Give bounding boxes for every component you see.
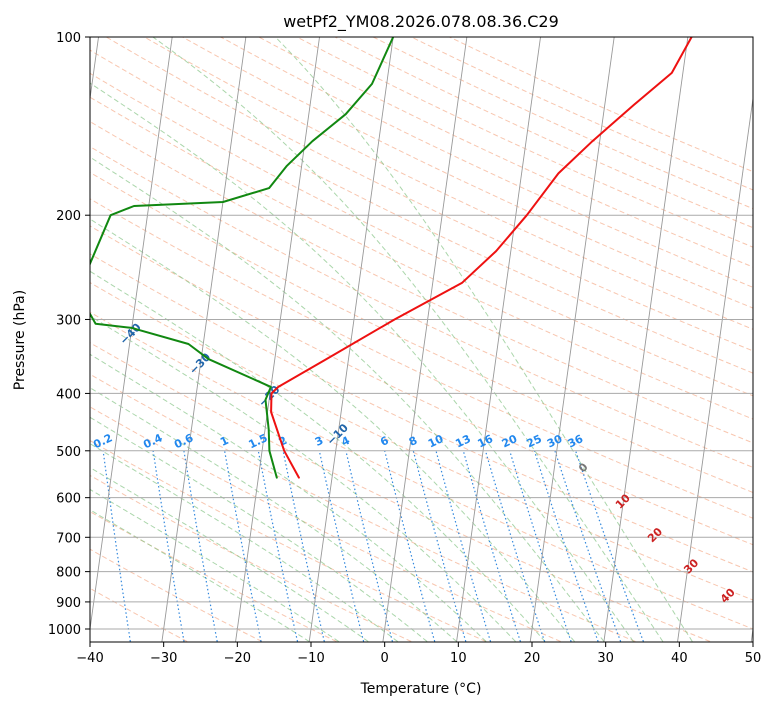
y-tick-label: 800 <box>56 566 81 581</box>
isotherm-line <box>235 37 320 642</box>
mixing-ratio-line <box>152 450 185 642</box>
mixing-ratio-line <box>318 450 365 642</box>
x-tick-label: 30 <box>597 651 614 666</box>
mixing-ratio-line <box>484 450 546 642</box>
dry-adiabat-line <box>296 37 753 248</box>
x-tick-label: 0 <box>381 651 389 666</box>
isotherm-line <box>529 37 615 642</box>
x-tick-label: −30 <box>150 651 177 666</box>
isotherm-line <box>603 37 689 642</box>
isotherm-line <box>90 37 173 633</box>
moist-adiabat-line <box>90 353 487 642</box>
isotherms <box>90 37 753 642</box>
dry-adiabat-line <box>90 121 753 444</box>
moist-adiabat-line <box>90 82 634 642</box>
dry-adiabat-line <box>90 49 753 374</box>
dry-adiabat-line <box>90 474 412 642</box>
dry-adiabat-line <box>372 37 753 210</box>
mixing-ratio-label: 16 <box>476 432 496 450</box>
chart-title: wetPf2_YM08.2026.078.08.36.C29 <box>283 12 559 32</box>
dry-adiabat-line <box>182 37 753 309</box>
mixing-ratio-line <box>183 450 218 642</box>
isotherm-line <box>456 37 541 642</box>
plot-frame <box>89 36 754 643</box>
mixing-ratio-label: 10 <box>426 432 446 450</box>
mixing-ratio-label: 36 <box>566 432 586 450</box>
mixing-ratio-line <box>435 450 492 642</box>
mixing-ratio-line <box>384 450 436 642</box>
x-tick-label: −40 <box>76 651 103 666</box>
mixing-ratio-line <box>412 450 467 642</box>
y-tick-label: 600 <box>56 492 81 507</box>
x-tick-label: 40 <box>671 651 688 666</box>
y-tick-label: 700 <box>56 531 81 546</box>
isotherm-line <box>677 95 753 642</box>
isotherm-line <box>308 37 394 642</box>
dry-adiabat-line <box>144 37 753 330</box>
x-tick-label: −10 <box>297 651 324 666</box>
x-tick-label: 50 <box>745 651 762 666</box>
mixing-ratio-line <box>102 450 131 642</box>
dry-adiabat-line <box>90 146 753 468</box>
y-axis-label: Pressure (hPa) <box>12 290 28 390</box>
x-tick-label: −20 <box>224 651 251 666</box>
x-tick-label: 10 <box>450 651 467 666</box>
profile-temperature <box>270 37 693 479</box>
dry-adiabat-line <box>90 225 753 546</box>
isotherm-line <box>161 37 247 642</box>
moist-adiabat-line <box>90 156 605 642</box>
mixing-ratio-label: 13 <box>453 432 472 450</box>
isotherm-line <box>382 37 468 642</box>
mixing-ratio-line <box>554 450 622 642</box>
mixing-ratio-line <box>509 450 572 642</box>
dry-adiabat-line <box>334 37 753 229</box>
y-tick-label: 1000 <box>48 623 81 638</box>
x-axis-label: Temperature (°C) <box>360 681 482 697</box>
dry-adiabats <box>90 37 753 642</box>
moist-adiabat-line <box>90 218 575 642</box>
y-tick-label: 400 <box>56 387 81 402</box>
mixing-ratio-line <box>345 450 393 642</box>
moist-adiabat-line <box>90 315 516 642</box>
sounding-profiles <box>90 37 693 479</box>
mixing-ratio-label: 25 <box>524 432 543 450</box>
dry-adiabat-line <box>90 253 753 573</box>
dry-adiabat-line <box>90 96 753 420</box>
y-tick-label: 500 <box>56 445 81 460</box>
dry-adiabat-line <box>90 406 561 642</box>
x-tick-label: 20 <box>524 651 541 666</box>
y-tick-label: 200 <box>56 209 81 224</box>
mixing-ratio-label: 20 <box>500 432 520 450</box>
mixing-ratio-line <box>257 450 299 642</box>
mixing-ratio-line <box>282 450 325 642</box>
y-tick-label: 100 <box>56 31 81 46</box>
moist-adiabat-line <box>90 443 398 642</box>
moist-adiabat-line <box>90 416 428 642</box>
dry-adiabat-line <box>90 72 753 397</box>
y-tick-label: 300 <box>56 313 81 328</box>
dry-adiabat-line <box>90 311 753 630</box>
profile-dewpoint <box>90 37 395 479</box>
y-tick-label: 900 <box>56 596 81 611</box>
axes: −40 −30 −20 −10 0 10 20 30 40 50 100 200 300 400 500 60… <box>48 31 761 666</box>
mixing-ratio-label: 30 <box>545 432 565 450</box>
mixing-ratio-line <box>575 450 644 642</box>
dry-adiabat-line <box>106 37 753 352</box>
isobars <box>90 37 753 630</box>
moist-adiabat-line <box>152 37 664 642</box>
mixing-ratio-line <box>224 450 262 642</box>
dry-adiabat-line <box>90 439 487 642</box>
moist-adiabat-line <box>90 466 369 642</box>
mixing-ratio-line <box>462 450 521 642</box>
moist-adiabat-line <box>90 387 457 642</box>
mixing-ratio-line <box>533 450 599 642</box>
mixing-ratio-lines <box>102 450 644 642</box>
dry-adiabat-line <box>90 171 753 494</box>
